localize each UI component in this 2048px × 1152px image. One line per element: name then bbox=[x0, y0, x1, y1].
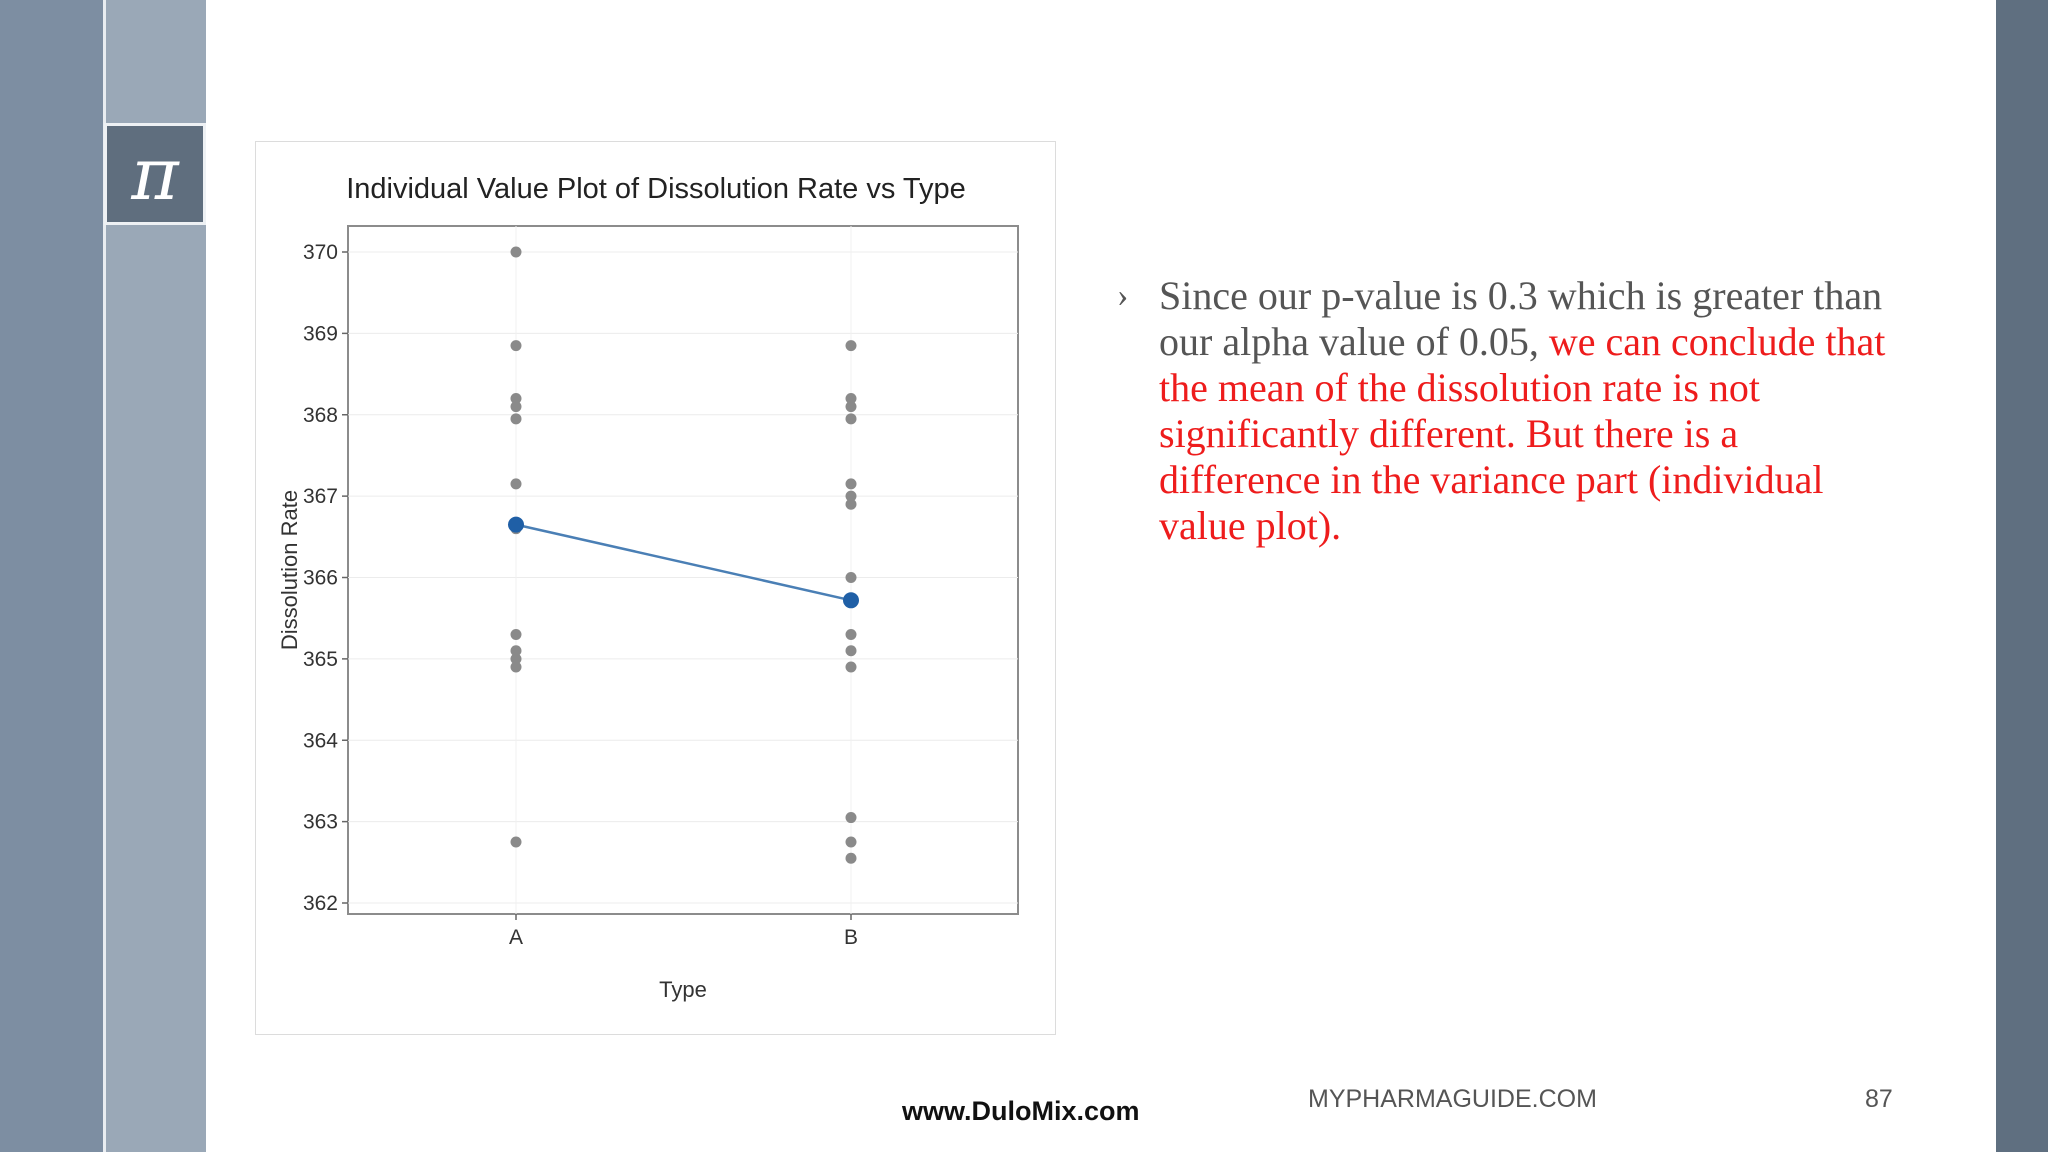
data-point-b bbox=[845, 661, 857, 673]
mean-connect-line bbox=[515, 523, 852, 602]
data-point-a bbox=[510, 401, 522, 413]
data-point-a bbox=[510, 653, 522, 665]
y-tick-label: 367 bbox=[303, 485, 338, 508]
chart-title: Individual Value Plot of Dissolution Rat… bbox=[346, 173, 966, 205]
y-tick-label: 370 bbox=[303, 241, 338, 264]
data-point-a bbox=[510, 645, 522, 657]
data-point-a bbox=[510, 628, 522, 640]
x-tick-label: B bbox=[844, 926, 858, 949]
left-band bbox=[0, 0, 103, 1152]
y-tick-label: 365 bbox=[303, 648, 338, 671]
x-axis-label: Type bbox=[659, 977, 707, 1002]
data-point-a bbox=[510, 836, 522, 848]
data-point-b bbox=[845, 478, 857, 490]
bullet-text-conclusion: we can conclude that the mean of the dis… bbox=[1159, 319, 1886, 548]
y-tick-label: 369 bbox=[303, 322, 338, 345]
mean-point-a bbox=[508, 516, 524, 533]
data-point-b bbox=[845, 392, 857, 404]
data-point-b bbox=[845, 852, 857, 864]
individual-value-plot: Individual Value Plot of Dissolution Rat… bbox=[255, 141, 1056, 1035]
data-point-a bbox=[510, 340, 522, 352]
y-axis-label: Dissolution Rate bbox=[277, 490, 302, 650]
data-point-b bbox=[845, 812, 857, 824]
page-number: 87 bbox=[1865, 1085, 1893, 1113]
left-band-divider bbox=[103, 0, 106, 1152]
data-point-b bbox=[845, 572, 857, 583]
plot-area bbox=[347, 225, 1019, 915]
data-point-b bbox=[845, 836, 857, 848]
mean-markers bbox=[508, 516, 859, 609]
data-point-b bbox=[845, 340, 857, 352]
data-point-a bbox=[510, 413, 522, 425]
data-point-a bbox=[510, 478, 522, 490]
y-ticks: 362 363 364 365 366 367 368 369 370 bbox=[303, 241, 348, 915]
data-point-b bbox=[845, 498, 857, 510]
right-band bbox=[1996, 0, 2048, 1152]
data-point-a bbox=[510, 246, 522, 258]
y-tick-label: 363 bbox=[303, 811, 338, 834]
data-point-b bbox=[845, 645, 857, 657]
y-tick-label: 362 bbox=[303, 892, 338, 915]
watermark: www.DuloMix.com bbox=[902, 1096, 1140, 1126]
y-tick-label: 368 bbox=[303, 404, 338, 427]
bullet-marker: › bbox=[1117, 277, 1129, 314]
y-tick-label: 364 bbox=[303, 729, 338, 752]
data-point-b bbox=[845, 628, 857, 640]
x-tick-label: A bbox=[509, 926, 523, 949]
bullet-text-plain: Since our p-value is 0.3 which is greate… bbox=[1159, 273, 1883, 364]
footer-site: MYPHARMAGUIDE.COM bbox=[1308, 1085, 1597, 1113]
data-point-b bbox=[845, 490, 857, 502]
data-point-b bbox=[845, 413, 857, 425]
data-points bbox=[510, 246, 857, 864]
bullet-text: Since our p-value is 0.3 which is greate… bbox=[1159, 273, 1899, 549]
pi-logo-icon: π bbox=[104, 123, 206, 225]
data-point-b bbox=[845, 401, 857, 413]
data-point-a bbox=[510, 392, 522, 404]
chart-svg: Individual Value Plot of Dissolution Rat… bbox=[277, 173, 1019, 1002]
y-tick-label: 366 bbox=[303, 567, 338, 590]
mean-point-b bbox=[843, 592, 859, 609]
data-point-a bbox=[510, 661, 522, 673]
